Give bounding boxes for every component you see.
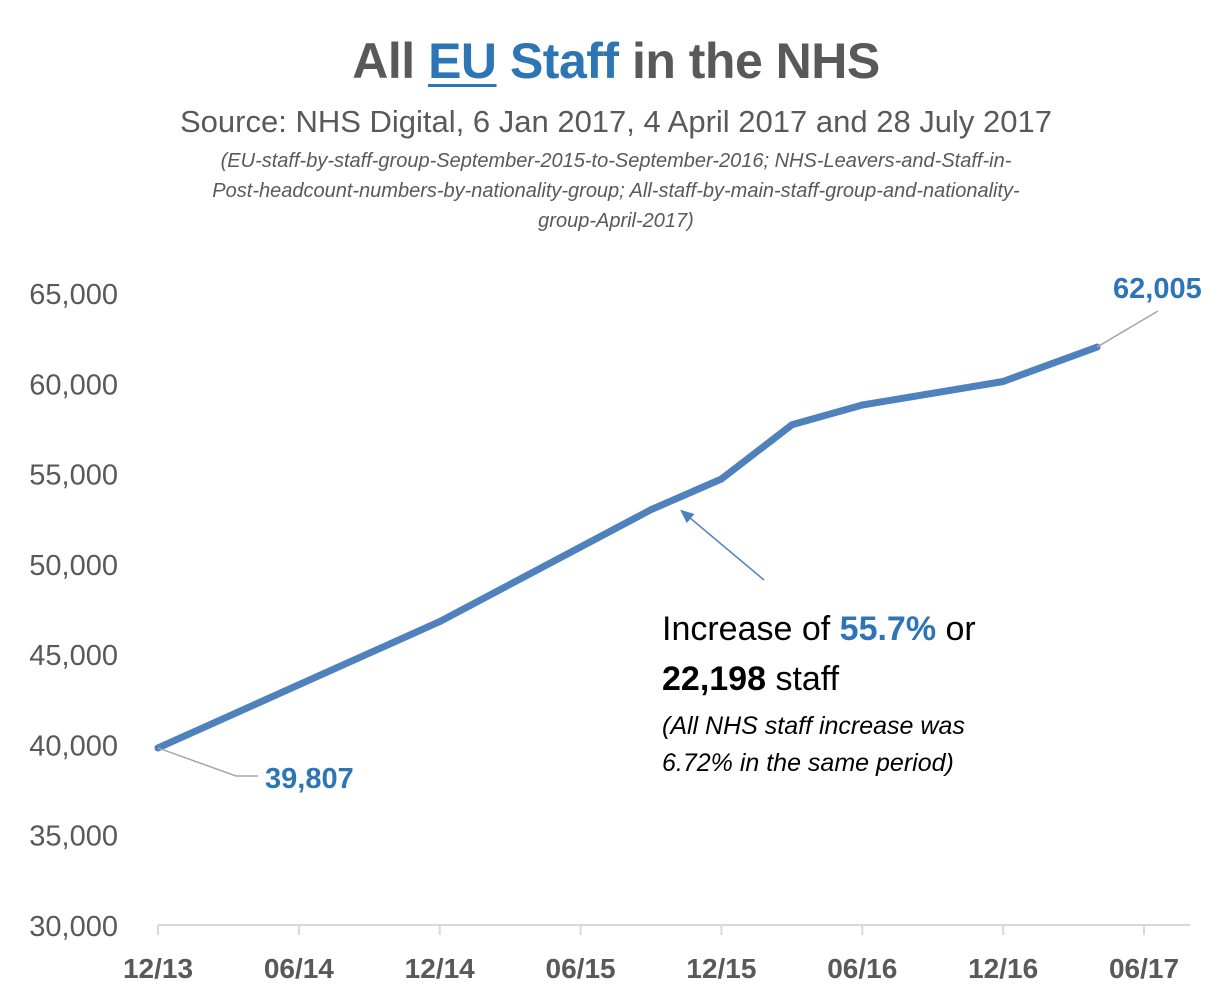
x-axis: 12/13 06/14 12/14 06/15 12/15 06/16 12/16 06/17 xyxy=(123,924,1190,984)
data-label-start: 39,807 xyxy=(265,763,354,795)
annotation-note: (All NHS staff increase was 6.72% in the… xyxy=(662,708,1082,782)
annotation-note-line-2: 6.72% in the same period) xyxy=(662,749,954,777)
increase-annotation: Increase of 55.7% or 22,198 staff (All N… xyxy=(662,604,1082,782)
y-tick-label: 55,000 xyxy=(29,460,118,492)
annotation-percent: 55.7% xyxy=(839,610,937,648)
annotation-note-line-1: (All NHS staff increase was xyxy=(662,712,965,740)
annotation-staff: staff xyxy=(766,660,840,698)
x-tick-label: 06/15 xyxy=(546,953,616,984)
source-note-line-3: group-April-2017) xyxy=(538,210,694,232)
leader-line-end xyxy=(1096,310,1159,348)
data-label-end: 62,005 xyxy=(1113,273,1202,305)
annotation-arrow xyxy=(679,509,765,581)
x-tick-label: 12/14 xyxy=(405,953,475,984)
x-tick-label: 06/16 xyxy=(827,953,897,984)
annotation-count: 22,198 xyxy=(662,660,766,698)
data-point xyxy=(717,475,725,483)
data-point xyxy=(788,421,796,429)
y-tick-label: 45,000 xyxy=(29,640,118,672)
title-post: in the NHS xyxy=(631,33,880,89)
data-labels: 39,807 62,005 xyxy=(157,273,1202,795)
y-tick-label: 60,000 xyxy=(29,369,118,401)
source-note: (EU-staff-by-staff-group-September-2015-… xyxy=(110,146,1122,236)
y-tick-label: 65,000 xyxy=(29,279,118,311)
series-line-eu-staff xyxy=(154,343,1101,752)
chart-title: All EU Staff in the NHS xyxy=(0,32,1232,90)
x-tick-label: 06/17 xyxy=(1109,953,1179,984)
data-point xyxy=(999,377,1007,385)
leader-line-start xyxy=(157,747,258,777)
annotation-line-1: Increase of 55.7% or xyxy=(662,604,1082,654)
chart-subtitle: Source: NHS Digital, 6 Jan 2017, 4 April… xyxy=(180,104,1052,139)
y-tick-label: 30,000 xyxy=(29,911,118,943)
x-tick-label: 12/15 xyxy=(686,953,756,984)
data-point xyxy=(858,401,866,409)
annotation-line-2: 22,198 staff xyxy=(662,654,1082,704)
annotation-or: or xyxy=(936,610,976,648)
x-tick-label: 12/13 xyxy=(123,953,193,984)
title-pre: All xyxy=(352,33,415,89)
title-staff: Staff xyxy=(509,33,619,89)
title-eu: EU xyxy=(428,33,497,89)
y-tick-label: 50,000 xyxy=(29,550,118,582)
annotation-pre: Increase of xyxy=(662,610,840,648)
source-note-line-2: Post-headcount-numbers-by-nationality-gr… xyxy=(212,180,1020,202)
data-point xyxy=(436,618,444,626)
y-axis: 30,000 35,000 40,000 45,000 50,000 55,000 60,0… xyxy=(29,279,118,943)
data-point xyxy=(647,506,655,514)
source-note-line-1: (EU-staff-by-staff-group-September-2015-… xyxy=(220,150,1012,172)
y-tick-label: 35,000 xyxy=(29,821,118,853)
x-tick-label: 12/16 xyxy=(968,953,1038,984)
y-tick-label: 40,000 xyxy=(29,730,118,762)
x-tick-label: 06/14 xyxy=(264,953,334,984)
